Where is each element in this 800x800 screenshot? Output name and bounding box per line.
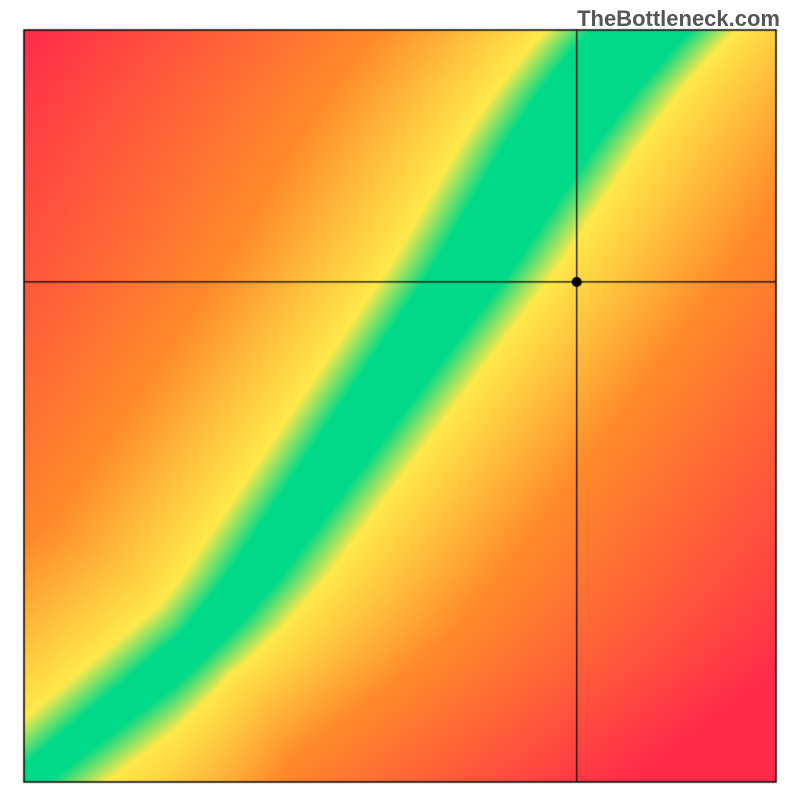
heatmap-canvas: [0, 0, 800, 800]
watermark-text: TheBottleneck.com: [577, 6, 780, 32]
chart-container: TheBottleneck.com: [0, 0, 800, 800]
